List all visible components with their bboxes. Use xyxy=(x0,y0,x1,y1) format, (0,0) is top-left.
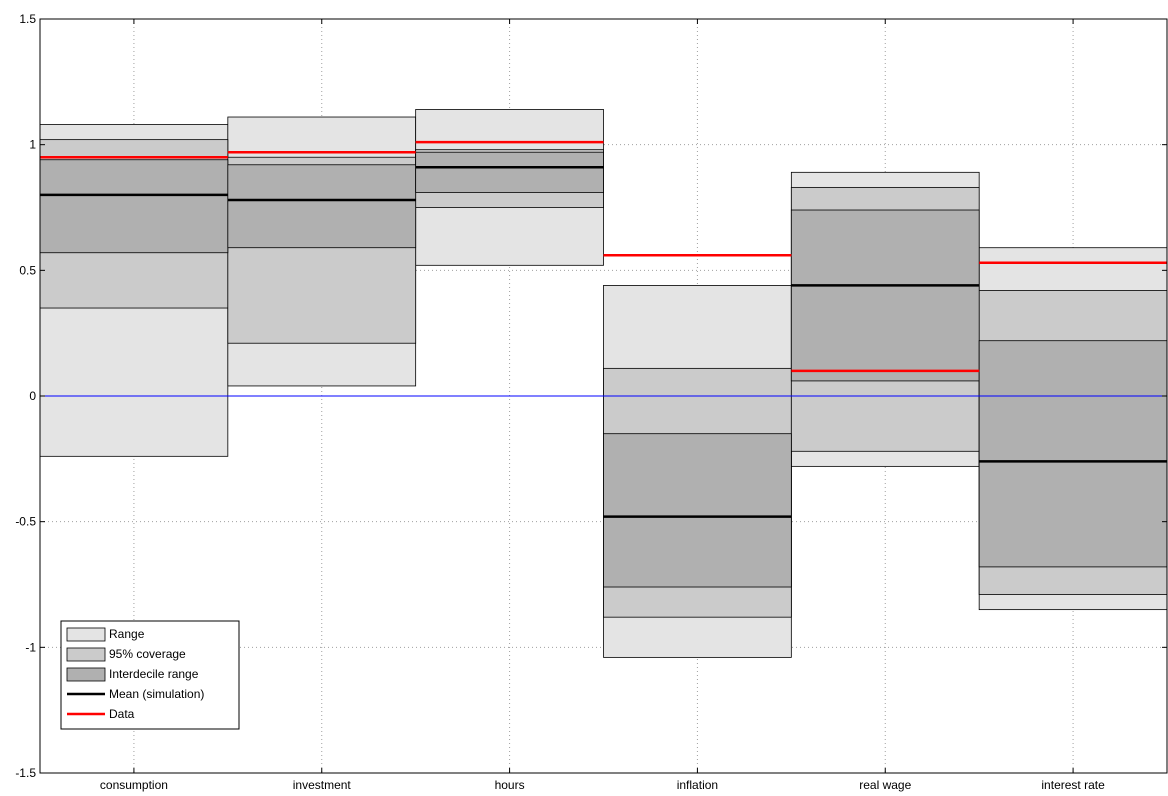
interdecile-box xyxy=(790,209,980,382)
interdecile-box xyxy=(603,433,792,588)
y-tick-label: 0.5 xyxy=(19,263,36,277)
interdecile-box xyxy=(39,159,229,254)
legend-label: 95% coverage xyxy=(109,647,186,661)
x-tick-label: consumption xyxy=(100,778,168,792)
legend: Range 95% coverage Interdecile range Mean (… xyxy=(60,620,240,730)
y-tick-label: 1.5 xyxy=(19,12,36,26)
legend-label: Interdecile range xyxy=(109,667,199,681)
y-tick-label: 0 xyxy=(29,389,36,403)
interdecile-box xyxy=(978,340,1168,568)
legend-swatch xyxy=(66,647,106,662)
y-tick-label: -1.5 xyxy=(15,766,36,780)
x-tick-label: real wage xyxy=(859,778,911,792)
interdecile-box xyxy=(227,164,417,249)
interdecile-box xyxy=(415,151,604,193)
x-tick-label: inflation xyxy=(677,778,718,792)
x-tick-label: hours xyxy=(495,778,525,792)
legend-swatch xyxy=(66,627,106,642)
x-tick-label: interest rate xyxy=(1041,778,1105,792)
legend-label: Data xyxy=(109,707,135,721)
boxes xyxy=(39,109,1168,658)
y-tick-label: -1 xyxy=(25,640,36,654)
x-axis: consumption investment hours inflation real … xyxy=(100,19,1105,792)
y-tick-label: -0.5 xyxy=(15,515,36,529)
y-tick-label: 1 xyxy=(29,138,36,152)
legend-label: Range xyxy=(109,627,145,641)
legend-label: Mean (simulation) xyxy=(109,687,204,701)
legend-swatch xyxy=(66,667,106,682)
mean-and-data-lines xyxy=(40,140,1167,518)
x-tick-label: investment xyxy=(293,778,352,792)
y-axis: -1.5 -1 -0.5 0 0.5 1 1.5 xyxy=(15,12,1167,780)
